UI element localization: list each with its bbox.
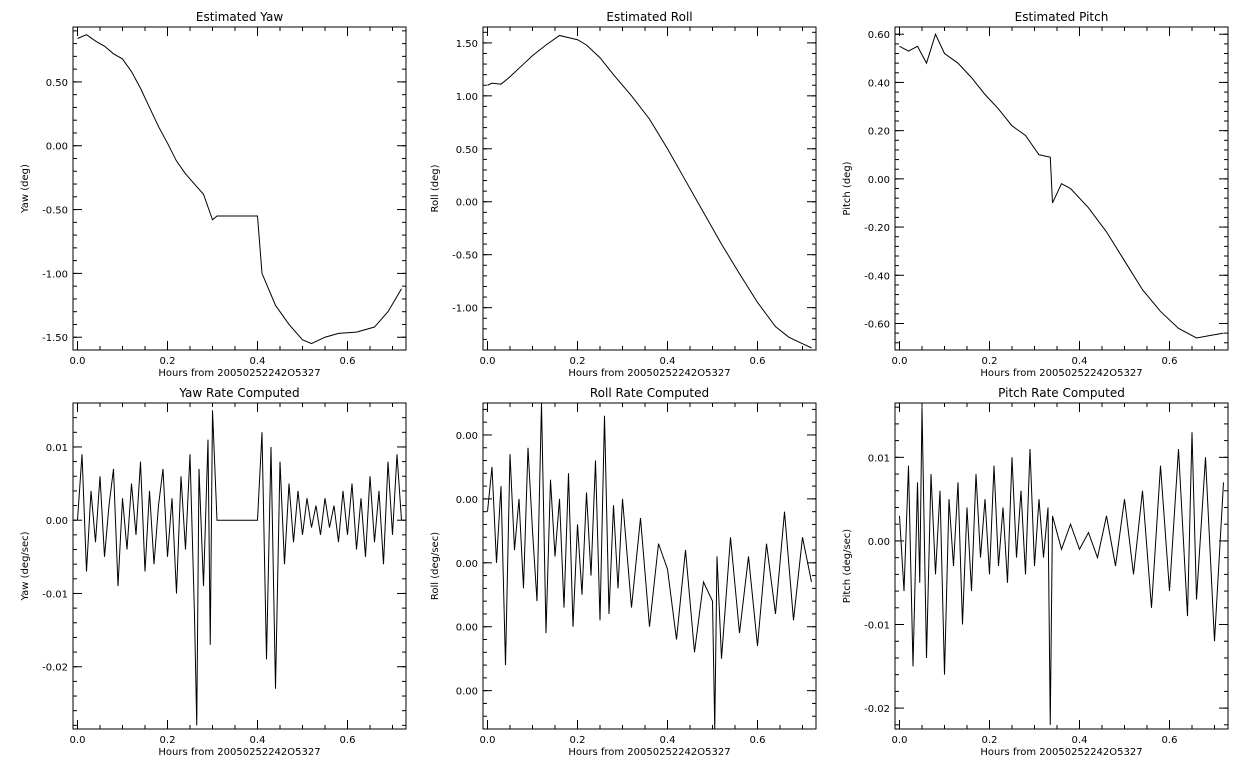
chart-4-ytick-label: 0.00 <box>456 687 478 698</box>
chart-2-ytick-label: -0.40 <box>864 271 890 282</box>
chart-0-ytick-label: 0.50 <box>46 78 68 89</box>
chart-2-title: Estimated Pitch <box>1015 10 1109 24</box>
chart-1-xtick-label: 0.4 <box>660 356 676 367</box>
chart-3-ytick-label: -0.01 <box>42 589 68 600</box>
chart-2-ytick-label: -0.60 <box>864 319 890 330</box>
chart-1-frame <box>482 26 817 351</box>
chart-4-ytick-label: 0.00 <box>456 559 478 570</box>
chart-2-series-line-0 <box>899 32 1224 339</box>
chart-5-xlabel: Hours from 20050252242O5327 <box>980 747 1142 758</box>
chart-2-ytick-label: -0.20 <box>864 223 890 234</box>
chart-1-title: Estimated Roll <box>606 10 692 24</box>
chart-2-xtick-label: 0.6 <box>1162 356 1178 367</box>
chart-2-frame <box>894 26 1229 351</box>
chart-4-ytick-label: 0.00 <box>456 431 478 442</box>
chart-2-ylabel: Pitch (deg) <box>842 161 853 215</box>
chart-0-ytick-label: -1.50 <box>42 333 68 344</box>
chart-1-ytick-label: -1.00 <box>452 304 478 315</box>
chart-5-xtick-label: 0.4 <box>1072 735 1088 746</box>
chart-5-series-line-0 <box>899 407 1224 725</box>
chart-2-xtick-label: 0.4 <box>1072 356 1088 367</box>
chart-5-title: Pitch Rate Computed <box>998 386 1125 400</box>
chart-4-xtick-label: 0.4 <box>660 735 676 746</box>
chart-0-xtick-label: 0.0 <box>70 356 86 367</box>
chart-3-panel: 0.0 0.2 0.4 0.6 -0.02 -0.01 0.00 0.01 Yaw Rate C… <box>20 386 407 758</box>
chart-1-ytick-label: -0.50 <box>452 251 478 262</box>
chart-0-title: Estimated Yaw <box>196 10 283 24</box>
chart-3-frame <box>72 402 407 730</box>
chart-1-xtick-label: 0.2 <box>570 356 586 367</box>
chart-1-series-line-0 <box>487 34 812 349</box>
chart-5-frame <box>894 402 1229 730</box>
chart-0-ytick-label: 0.00 <box>46 142 68 153</box>
chart-3-series-line-0 <box>77 410 402 726</box>
chart-2-xtick-label: 0.2 <box>982 356 998 367</box>
chart-1-panel: 0.0 0.2 0.4 0.6 -1.00 -0.50 0.00 0.50 1.00 1.50 Es… <box>430 10 817 379</box>
chart-2-ytick-label: 0.20 <box>868 127 890 138</box>
chart-4-ylabel: Roll (deg/sec) <box>430 532 441 600</box>
chart-0-xtick-label: 0.6 <box>340 356 356 367</box>
chart-4-xlabel: Hours from 20050252242O5327 <box>568 747 730 758</box>
chart-0-ylabel: Yaw (deg) <box>20 164 31 214</box>
chart-1-ylabel: Roll (deg) <box>430 164 441 212</box>
chart-5-panel: 0.0 0.2 0.4 0.6 -0.02 -0.01 0.00 0.01 Pitch Rate… <box>842 386 1229 758</box>
chart-1-xlabel: Hours from 20050252242O5327 <box>568 368 730 379</box>
chart-0-ytick-label: -1.00 <box>42 269 68 280</box>
chart-5-ytick-label: -0.01 <box>864 621 890 632</box>
chart-5-xtick-label: 0.0 <box>892 735 908 746</box>
chart-0-xtick-label: 0.2 <box>160 356 176 367</box>
chart-1-ytick-label: 1.50 <box>456 39 478 50</box>
chart-3-ytick-label: -0.02 <box>42 663 68 674</box>
chart-1-xtick-label: 0.6 <box>750 356 766 367</box>
chart-0-panel: 0.0 0.2 0.4 0.6 -1.50 -1.00 -0.50 0.00 0.50 Estim… <box>20 10 407 379</box>
chart-4-xtick-label: 0.2 <box>570 735 586 746</box>
chart-5-ytick-label: -0.02 <box>864 704 890 715</box>
chart-5-ytick-label: 0.00 <box>868 537 890 548</box>
chart-4-ytick-label: 0.00 <box>456 495 478 506</box>
chart-3-ytick-label: 0.01 <box>46 443 68 454</box>
chart-2-ytick-label: 0.60 <box>868 30 890 41</box>
chart-3-title: Yaw Rate Computed <box>178 386 299 400</box>
chart-0-frame <box>72 26 407 351</box>
chart-4-xtick-label: 0.6 <box>750 735 766 746</box>
chart-3-ytick-label: 0.00 <box>46 516 68 527</box>
chart-4-xtick-label: 0.0 <box>480 735 496 746</box>
chart-1-ytick-label: 0.50 <box>456 145 478 156</box>
chart-5-xtick-label: 0.2 <box>982 735 998 746</box>
chart-2-xtick-label: 0.0 <box>892 356 908 367</box>
chart-4-panel: 0.0 0.2 0.4 0.6 0.00 0.00 0.00 0.00 0.00 Roll Rat… <box>430 386 817 758</box>
chart-2-ytick-label: 0.40 <box>868 78 890 89</box>
chart-3-ylabel: Yaw (deg/sec) <box>20 531 31 601</box>
chart-5-ytick-label: 0.01 <box>868 453 890 464</box>
chart-1-ytick-label: 0.00 <box>456 198 478 209</box>
chart-5-ylabel: Pitch (deg/sec) <box>842 529 853 604</box>
chart-3-xtick-label: 0.2 <box>160 735 176 746</box>
chart-2-panel: 0.0 0.2 0.4 0.6 -0.60 -0.40 -0.20 0.00 0.20 0.40 0… <box>842 10 1229 379</box>
chart-1-ytick-label: 1.00 <box>456 92 478 103</box>
chart-2-ytick-label: 0.00 <box>868 175 890 186</box>
chart-4-ytick-label: 0.00 <box>456 623 478 634</box>
chart-3-xlabel: Hours from 20050252242O5327 <box>158 747 320 758</box>
chart-0-xlabel: Hours from 20050252242O5327 <box>158 368 320 379</box>
chart-0-series-line-0 <box>77 34 402 345</box>
chart-1-xtick-label: 0.0 <box>480 356 496 367</box>
chart-4-frame <box>482 402 817 730</box>
chart-0-ytick-label: -0.50 <box>42 206 68 217</box>
chart-3-xtick-label: 0.6 <box>340 735 356 746</box>
chart-4-series-line-0 <box>487 402 812 730</box>
chart-5-xtick-label: 0.6 <box>1162 735 1178 746</box>
chart-3-xtick-label: 0.4 <box>250 735 266 746</box>
chart-0-xtick-label: 0.4 <box>250 356 266 367</box>
chart-4-title: Roll Rate Computed <box>590 386 709 400</box>
chart-2-xlabel: Hours from 20050252242O5327 <box>980 368 1142 379</box>
chart-3-xtick-label: 0.0 <box>70 735 86 746</box>
